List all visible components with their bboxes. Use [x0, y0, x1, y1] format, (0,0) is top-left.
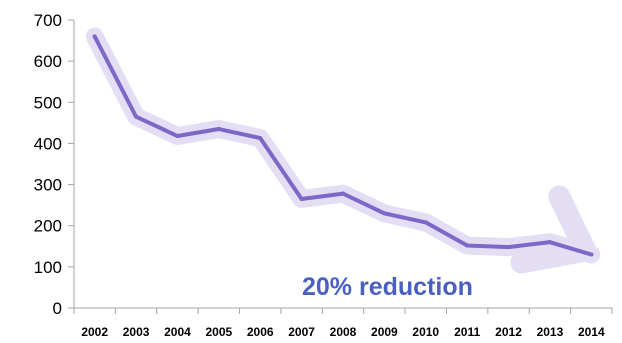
data-point-2009: [382, 211, 387, 216]
data-point-2005: [216, 127, 221, 132]
x-tick-label: 2003: [123, 325, 150, 339]
reduction-annotation: 20% reduction: [302, 273, 473, 301]
data-point-2014: [589, 252, 594, 257]
axes-layer: [68, 19, 613, 314]
y-tick-label: 700: [34, 11, 62, 30]
x-tick-label: 2014: [578, 325, 605, 339]
trend-arrowhead: [510, 185, 597, 274]
x-tick-label: 2007: [288, 325, 315, 339]
series-glow: [85, 27, 601, 264]
x-tick-label: 2010: [412, 325, 439, 339]
data-point-2012: [506, 245, 511, 250]
x-tick-label: 2006: [247, 325, 274, 339]
y-tick-label: 500: [34, 93, 62, 112]
x-tick-label: 2012: [495, 325, 522, 339]
x-tick-label: 2011: [454, 325, 480, 339]
data-point-2010: [423, 220, 428, 225]
x-tick-label: 2013: [537, 325, 564, 339]
y-tick-label: 200: [34, 217, 62, 236]
y-tick-label: 300: [34, 176, 62, 195]
x-tick-label: 2004: [164, 325, 191, 339]
data-points-layer: [92, 34, 594, 257]
series-line-layer: [92, 34, 594, 257]
y-tick-label: 400: [34, 134, 62, 153]
x-tick-label: 2005: [205, 325, 232, 339]
data-point-2002: [92, 34, 97, 39]
y-tick-label: 600: [34, 52, 62, 71]
y-tick-label: 100: [34, 258, 62, 277]
series-line: [92, 34, 594, 257]
data-point-2008: [341, 191, 345, 196]
data-point-2007: [299, 196, 304, 201]
x-tick-label: 2008: [330, 325, 357, 339]
data-point-2006: [258, 136, 263, 141]
tick-labels-layer: 0 100 200 300 400 500 600 700 2002 2003 2004 2005 20…: [34, 11, 605, 339]
data-point-2003: [134, 114, 139, 119]
trend-glow-layer: [85, 27, 601, 274]
data-point-2013: [547, 240, 552, 245]
data-point-2011: [465, 243, 470, 248]
y-tick-label: 0: [53, 299, 62, 318]
x-tick-label: 2002: [81, 325, 108, 339]
x-tick-label: 2009: [371, 325, 398, 339]
data-point-2004: [175, 134, 180, 139]
